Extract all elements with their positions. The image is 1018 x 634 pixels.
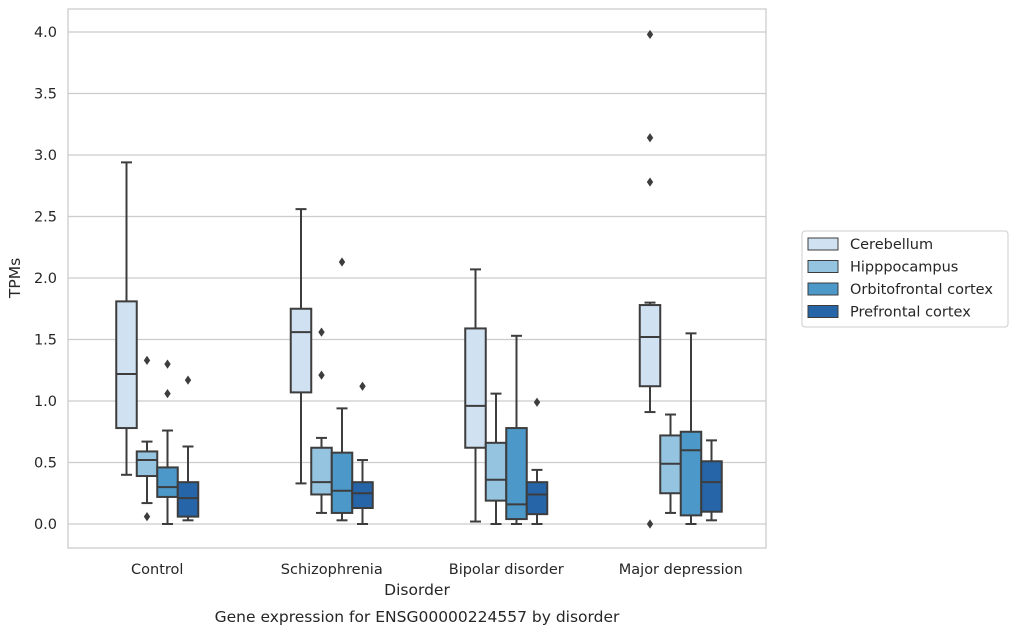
y-tick-labels: 0.0 0.5 1.0 1.5 2.0 2.5 3.0 3.5 4.0 [34, 25, 57, 533]
box-prefrontal-cortex [176, 375, 200, 522]
outlier-point [646, 519, 654, 529]
legend-swatch [807, 282, 839, 296]
x-tick-labels: Control Schizophrenia Bipolar disorder Majo… [131, 562, 743, 578]
box-cerebellum [638, 29, 662, 529]
x-tick-label: Control [131, 562, 183, 578]
outlier-point [359, 381, 366, 391]
box-hipppocampus [484, 392, 508, 525]
iqr-box [638, 304, 662, 388]
box-orbitofrontal-cortex [330, 257, 354, 522]
iqr-box [176, 481, 200, 518]
legend: Cerebellum Hipppocampus Orbitofrontal cort… [801, 230, 1009, 328]
y-tick-label: 2.5 [34, 210, 57, 226]
box-orbitofrontal-cortex [679, 332, 703, 525]
outlier-point [533, 397, 541, 407]
y-tick-label: 4.0 [34, 25, 57, 41]
legend-frame [801, 230, 1009, 328]
box-cerebellum [289, 208, 313, 485]
iqr-box [464, 327, 487, 449]
outlier-point [164, 389, 171, 399]
legend-entry-label: Prefrontal cortex [850, 305, 971, 321]
iqr-box [115, 300, 138, 430]
iqr-box [700, 460, 723, 513]
legend-swatch [807, 237, 839, 251]
box-cerebellum [115, 161, 138, 476]
iqr-box [505, 427, 528, 521]
gridlines [68, 31, 766, 525]
y-tick-label: 3.0 [34, 148, 57, 164]
x-tick-label: Bipolar disorder [449, 562, 564, 578]
y-tick-label: 2.0 [34, 271, 57, 287]
x-tick-label: Schizophrenia [281, 562, 383, 578]
chart-caption: Gene expression for ENSG00000224557 by d… [215, 608, 620, 626]
iqr-box [351, 481, 374, 510]
y-tick-label: 0.0 [34, 517, 57, 533]
outlier-point [184, 375, 192, 385]
y-axis-label: TPMs [6, 258, 24, 299]
box-prefrontal-cortex [525, 397, 549, 525]
iqr-box [679, 430, 703, 517]
outlier-point [318, 370, 325, 380]
boxes [115, 29, 723, 529]
y-tick-label: 1.0 [34, 394, 57, 410]
legend-swatch [807, 305, 839, 318]
legend-entry-label: Hipppocampus [850, 260, 958, 276]
outlier-point [143, 355, 151, 366]
y-tick-label: 3.5 [34, 87, 57, 103]
iqr-box [330, 451, 354, 514]
legend-entry-label: Orbitofrontal cortex [850, 282, 993, 298]
box-prefrontal-cortex [351, 381, 374, 525]
legend-swatch [807, 260, 839, 273]
box-prefrontal-cortex [700, 439, 723, 522]
iqr-box [135, 450, 159, 478]
y-tick-label: 0.5 [34, 456, 57, 472]
box-hipppocampus [659, 413, 682, 514]
outlier-point [143, 512, 151, 522]
box-cerebellum [464, 268, 487, 523]
box-orbitofrontal-cortex [505, 334, 528, 525]
iqr-box [289, 307, 313, 394]
iqr-box [310, 446, 333, 496]
x-axis-label: Disorder [384, 581, 450, 599]
outlier-point [646, 177, 654, 187]
box-hipppocampus [135, 355, 159, 522]
plot-frame [67, 8, 767, 549]
y-tick-label: 1.5 [34, 333, 57, 349]
outlier-point [318, 327, 325, 337]
box-orbitofrontal-cortex [156, 359, 179, 525]
outlier-point [646, 29, 654, 40]
iqr-box [156, 466, 179, 498]
x-tick-label: Major depression [619, 562, 743, 578]
outlier-point [338, 257, 346, 267]
outlier-point [646, 133, 654, 143]
iqr-box [525, 481, 549, 516]
outlier-point [164, 359, 171, 369]
iqr-box [484, 441, 508, 502]
box-hipppocampus [310, 327, 333, 514]
legend-entry-label: Cerebellum [850, 237, 933, 253]
